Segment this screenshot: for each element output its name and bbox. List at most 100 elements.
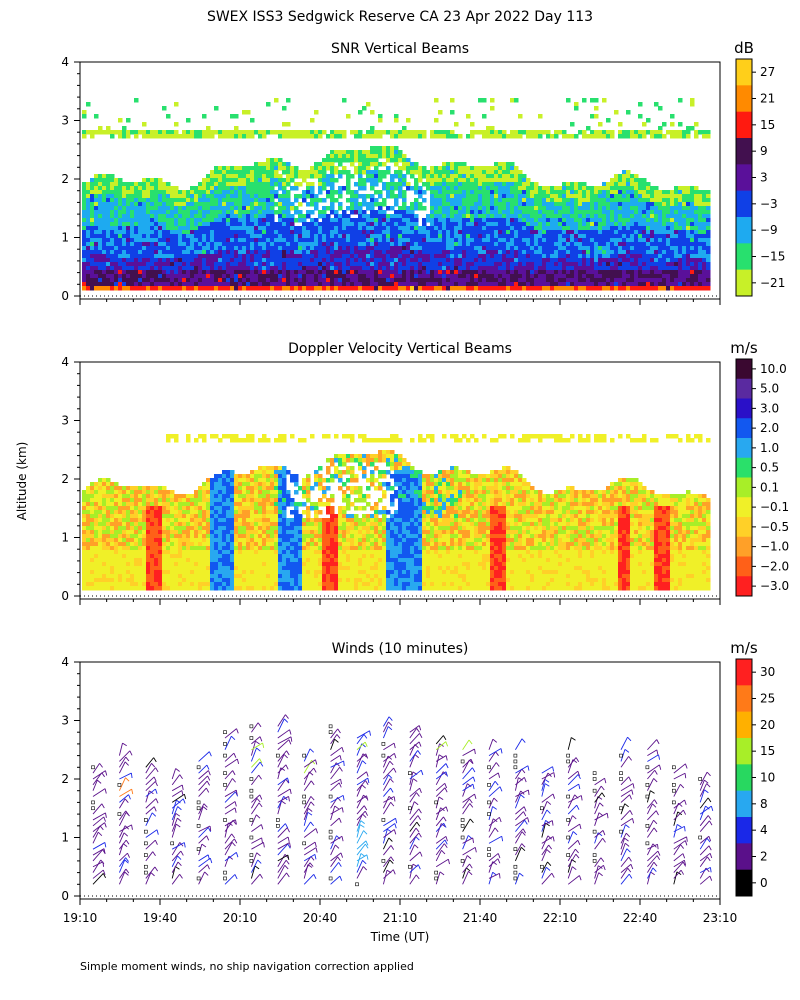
snr-cell <box>114 250 119 255</box>
snr-cell <box>338 286 343 291</box>
snr-cell <box>242 278 247 283</box>
snr-cell <box>134 182 139 187</box>
snr-cell <box>542 246 547 251</box>
snr-cell <box>694 258 699 263</box>
snr-cell <box>206 194 211 199</box>
snr-cell <box>186 246 191 251</box>
snr-cell <box>694 254 699 259</box>
snr-cell <box>526 190 531 195</box>
snr-cell <box>106 274 111 279</box>
snr-cell <box>406 270 411 275</box>
snr-cell <box>654 230 659 235</box>
snr-cell <box>370 110 375 115</box>
snr-cell <box>398 254 403 259</box>
snr-cell <box>202 254 207 259</box>
snr-cell <box>350 198 355 203</box>
snr-cell <box>442 130 447 135</box>
snr-cell <box>522 286 527 291</box>
snr-cell <box>434 182 439 187</box>
snr-cell <box>514 186 519 191</box>
snr-cell <box>706 254 711 259</box>
snr-cell <box>578 250 583 255</box>
snr-cell <box>478 230 483 235</box>
snr-cell <box>466 182 471 187</box>
snr-cell <box>286 122 291 127</box>
snr-cell <box>126 266 131 271</box>
snr-cell <box>638 102 643 107</box>
snr-cell <box>510 174 515 179</box>
snr-cell <box>234 226 239 231</box>
snr-cell <box>482 286 487 291</box>
snr-cell <box>514 270 519 275</box>
snr-cell <box>522 270 527 275</box>
snr-cell <box>90 254 95 259</box>
snr-cell <box>222 274 227 279</box>
snr-cell <box>514 278 519 283</box>
snr-cell <box>230 242 235 247</box>
snr-cell <box>142 230 147 235</box>
snr-cell <box>330 206 335 211</box>
snr-cell <box>350 286 355 291</box>
snr-cell <box>122 126 127 131</box>
snr-cell <box>354 198 359 203</box>
snr-cell <box>554 282 559 287</box>
snr-cell <box>134 226 139 231</box>
snr-cell <box>658 202 663 207</box>
snr-cell <box>394 130 399 135</box>
snr-cell <box>94 258 99 263</box>
snr-cell <box>410 130 415 135</box>
snr-cell <box>578 258 583 263</box>
snr-cell <box>270 262 275 267</box>
snr-cell <box>286 218 291 223</box>
snr-cell <box>670 198 675 203</box>
snr-cell <box>138 262 143 267</box>
snr-cell <box>246 202 251 207</box>
snr-cell <box>306 262 311 267</box>
snr-cell <box>474 238 479 243</box>
snr-cell <box>350 162 355 167</box>
snr-cell <box>454 282 459 287</box>
snr-cell <box>382 274 387 279</box>
snr-cell <box>574 106 579 111</box>
snr-cell <box>606 206 611 211</box>
snr-cell <box>626 186 631 191</box>
snr-cell <box>370 254 375 259</box>
snr-cell <box>202 278 207 283</box>
snr-cell <box>230 170 235 175</box>
snr-cell <box>514 262 519 267</box>
snr-cell <box>362 210 367 215</box>
snr-cell <box>166 266 171 271</box>
snr-cell <box>102 178 107 183</box>
snr-cell <box>462 170 467 175</box>
snr-cell <box>86 230 91 235</box>
snr-cell <box>310 174 315 179</box>
snr-cell <box>162 258 167 263</box>
snr-cell <box>266 198 271 203</box>
snr-cell <box>126 278 131 283</box>
colorbar-label: −21 <box>760 276 785 290</box>
snr-cell <box>254 206 259 211</box>
snr-cell <box>310 182 315 187</box>
snr-cell <box>434 186 439 191</box>
snr-cell <box>322 238 327 243</box>
snr-cell <box>314 206 319 211</box>
snr-cell <box>114 246 119 251</box>
snr-cell <box>634 230 639 235</box>
snr-cell <box>634 178 639 183</box>
snr-cell <box>178 210 183 215</box>
snr-cell <box>482 258 487 263</box>
snr-cell <box>670 274 675 279</box>
snr-cell <box>422 282 427 287</box>
snr-cell <box>238 234 243 239</box>
snr-cell <box>286 286 291 291</box>
snr-cell <box>478 98 483 103</box>
snr-cell <box>566 202 571 207</box>
snr-cell <box>202 198 207 203</box>
snr-cell <box>670 130 675 135</box>
snr-cell <box>622 182 627 187</box>
snr-cell <box>634 278 639 283</box>
snr-cell <box>474 234 479 239</box>
snr-cell <box>330 226 335 231</box>
snr-cell <box>578 266 583 271</box>
snr-cell <box>658 270 663 275</box>
